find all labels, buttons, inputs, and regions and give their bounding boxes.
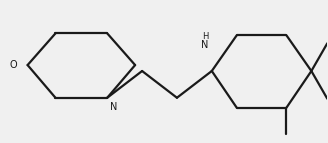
Text: H: H xyxy=(202,32,208,41)
Text: O: O xyxy=(9,60,17,70)
Text: N: N xyxy=(201,40,209,50)
Text: N: N xyxy=(110,102,118,112)
